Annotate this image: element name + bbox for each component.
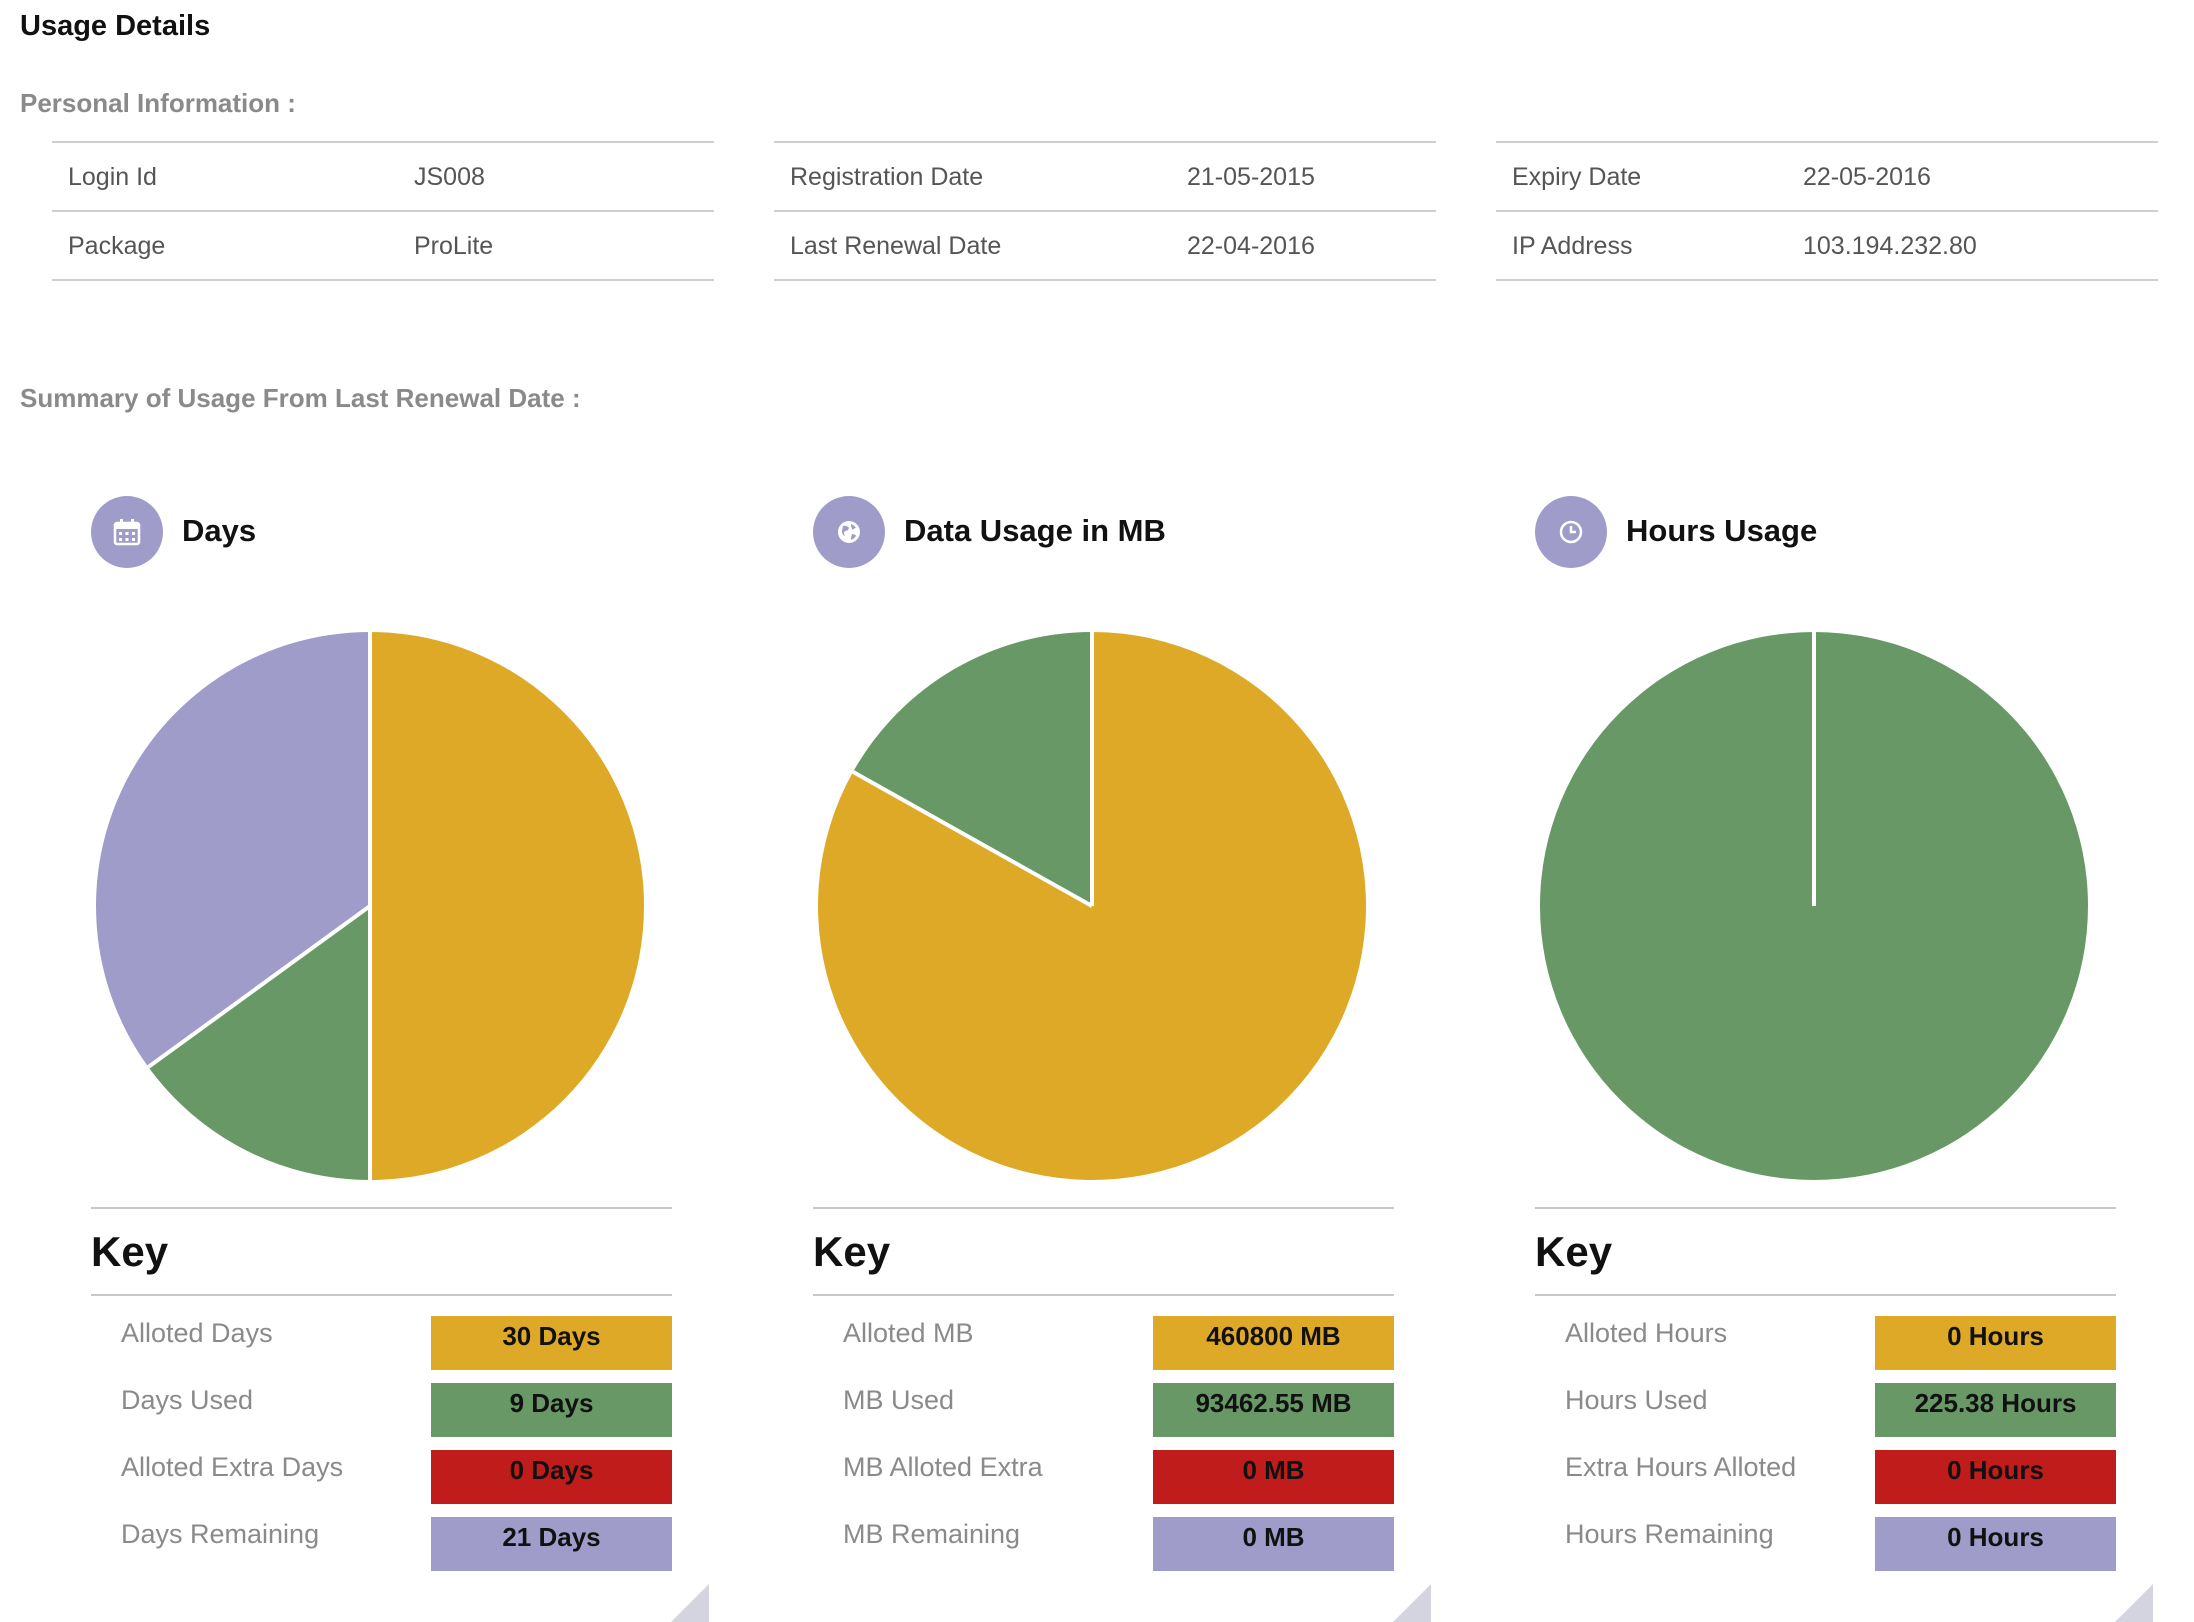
key-row-alloted: Alloted MB 460800 MB (813, 1316, 1394, 1383)
key-row-remaining: Days Remaining 21 Days (91, 1517, 672, 1584)
key-label: MB Alloted Extra (843, 1452, 1043, 1482)
pie-slice-separator (852, 770, 1093, 908)
key-row-extra: MB Alloted Extra 0 MB (813, 1450, 1394, 1517)
panel-header: Days (91, 496, 711, 568)
pie-slice-days-remaining (96, 632, 370, 1068)
info-table-dates: Registration Date 21-05-2015 Last Renewa… (774, 141, 1436, 281)
key-value-badge: 460800 MB (1153, 1316, 1394, 1370)
key-divider (813, 1294, 1394, 1296)
key-value-badge: 225.38 Hours (1875, 1383, 2116, 1437)
key-title: Key (1535, 1228, 1613, 1275)
pie-slice-alloted-days (370, 632, 644, 1180)
key-row-used: Hours Used 225.38 Hours (1535, 1383, 2116, 1450)
days-panel: Days Key Alloted Days 30 Days Days Used … (91, 496, 711, 1622)
panel-header: Data Usage in MB (813, 496, 1433, 568)
info-value: JS008 (414, 163, 485, 191)
clock-icon (1535, 496, 1607, 568)
key-divider (813, 1207, 1394, 1209)
info-value: 103.194.232.80 (1803, 232, 1977, 260)
days-pie-chart (91, 626, 651, 1186)
pie-slice-separator (147, 904, 372, 1069)
info-label: Login Id (68, 163, 157, 191)
key-value-badge: 21 Days (431, 1517, 672, 1571)
key-label: Alloted Extra Days (121, 1452, 344, 1482)
key-value-badge: 0 MB (1153, 1450, 1394, 1504)
key-label: Days Used (121, 1385, 254, 1415)
key-label: MB Used (843, 1385, 955, 1415)
key-divider (1535, 1207, 2116, 1209)
key-row-remaining: MB Remaining 0 MB (813, 1517, 1394, 1584)
info-label: Last Renewal Date (790, 232, 1002, 260)
key-title: Key (91, 1228, 169, 1275)
panel-header: Hours Usage (1535, 496, 2155, 568)
info-label: Expiry Date (1512, 163, 1642, 191)
panel-title: Days (182, 513, 257, 548)
key-row-remaining: Hours Remaining 0 Hours (1535, 1517, 2116, 1584)
key-row-alloted: Alloted Days 30 Days (91, 1316, 672, 1383)
info-row-last-renewal-date: Last Renewal Date 22-04-2016 (774, 212, 1436, 281)
info-label: IP Address (1512, 232, 1633, 260)
key-value-badge: 0 MB (1153, 1517, 1394, 1571)
page-curl-corner (1393, 1584, 1431, 1622)
info-row-registration-date: Registration Date 21-05-2015 (774, 143, 1436, 212)
data-usage-pie-chart (813, 626, 1373, 1186)
page-curl-corner (2115, 1584, 2153, 1622)
key-label: MB Remaining (843, 1519, 1021, 1549)
calendar-icon (91, 496, 163, 568)
key-divider (1535, 1294, 2116, 1296)
key-label: Hours Used (1565, 1385, 1708, 1415)
key-row-extra: Extra Hours Alloted 0 Hours (1535, 1450, 2116, 1517)
key-row-alloted: Alloted Hours 0 Hours (1535, 1316, 2116, 1383)
info-row-login-id: Login Id JS008 (52, 143, 714, 212)
key-divider (91, 1294, 672, 1296)
key-legend: Key Alloted MB 460800 MB MB Used 93462.5… (813, 1207, 1394, 1584)
info-row-package: Package ProLite (52, 212, 714, 281)
pie-slice-days-used (148, 906, 370, 1180)
info-value: ProLite (414, 232, 494, 260)
hours-usage-pie-chart (1535, 626, 2095, 1186)
key-label: Alloted Hours (1565, 1318, 1728, 1348)
key-row-used: MB Used 93462.55 MB (813, 1383, 1394, 1450)
key-label: Alloted MB (843, 1318, 974, 1348)
info-table-expiry: Expiry Date 22-05-2016 IP Address 103.19… (1496, 141, 2158, 281)
info-value: 22-05-2016 (1803, 163, 1931, 191)
page-title: Usage Details (20, 10, 211, 42)
key-label: Hours Remaining (1565, 1519, 1774, 1549)
key-value-badge: 0 Hours (1875, 1450, 2116, 1504)
key-value-badge: 93462.55 MB (1153, 1383, 1394, 1437)
key-value-badge: 0 Hours (1875, 1316, 2116, 1370)
key-label: Days Remaining (121, 1519, 320, 1549)
personal-info-heading: Personal Information : (20, 88, 296, 118)
page-curl-corner (671, 1584, 709, 1622)
key-row-extra: Alloted Extra Days 0 Days (91, 1450, 672, 1517)
key-value-badge: 30 Days (431, 1316, 672, 1370)
globe-icon (813, 496, 885, 568)
key-legend: Key Alloted Hours 0 Hours Hours Used 225… (1535, 1207, 2116, 1584)
key-title: Key (813, 1228, 891, 1275)
key-legend: Key Alloted Days 30 Days Days Used 9 Day… (91, 1207, 672, 1584)
info-value: 22-04-2016 (1187, 232, 1315, 260)
info-label: Package (68, 232, 166, 260)
key-divider (91, 1207, 672, 1209)
info-row-expiry-date: Expiry Date 22-05-2016 (1496, 143, 2158, 212)
key-value-badge: 0 Hours (1875, 1517, 2116, 1571)
summary-heading: Summary of Usage From Last Renewal Date … (20, 383, 581, 413)
key-value-badge: 0 Days (431, 1450, 672, 1504)
key-label: Alloted Days (121, 1318, 273, 1348)
info-row-ip-address: IP Address 103.194.232.80 (1496, 212, 2158, 281)
panel-title: Data Usage in MB (904, 513, 1166, 548)
info-value: 21-05-2015 (1187, 163, 1315, 191)
hours-usage-panel: Hours Usage Key Alloted Hours 0 Hours Ho… (1535, 496, 2155, 1622)
panel-title: Hours Usage (1626, 513, 1818, 548)
key-label: Extra Hours Alloted (1565, 1452, 1797, 1482)
key-row-used: Days Used 9 Days (91, 1383, 672, 1450)
data-usage-panel: Data Usage in MB Key Alloted MB 460800 M… (813, 496, 1433, 1622)
key-value-badge: 9 Days (431, 1383, 672, 1437)
info-label: Registration Date (790, 163, 984, 191)
pie-slice-mb-used (853, 632, 1092, 906)
info-table-account: Login Id JS008 Package ProLite (52, 141, 714, 281)
